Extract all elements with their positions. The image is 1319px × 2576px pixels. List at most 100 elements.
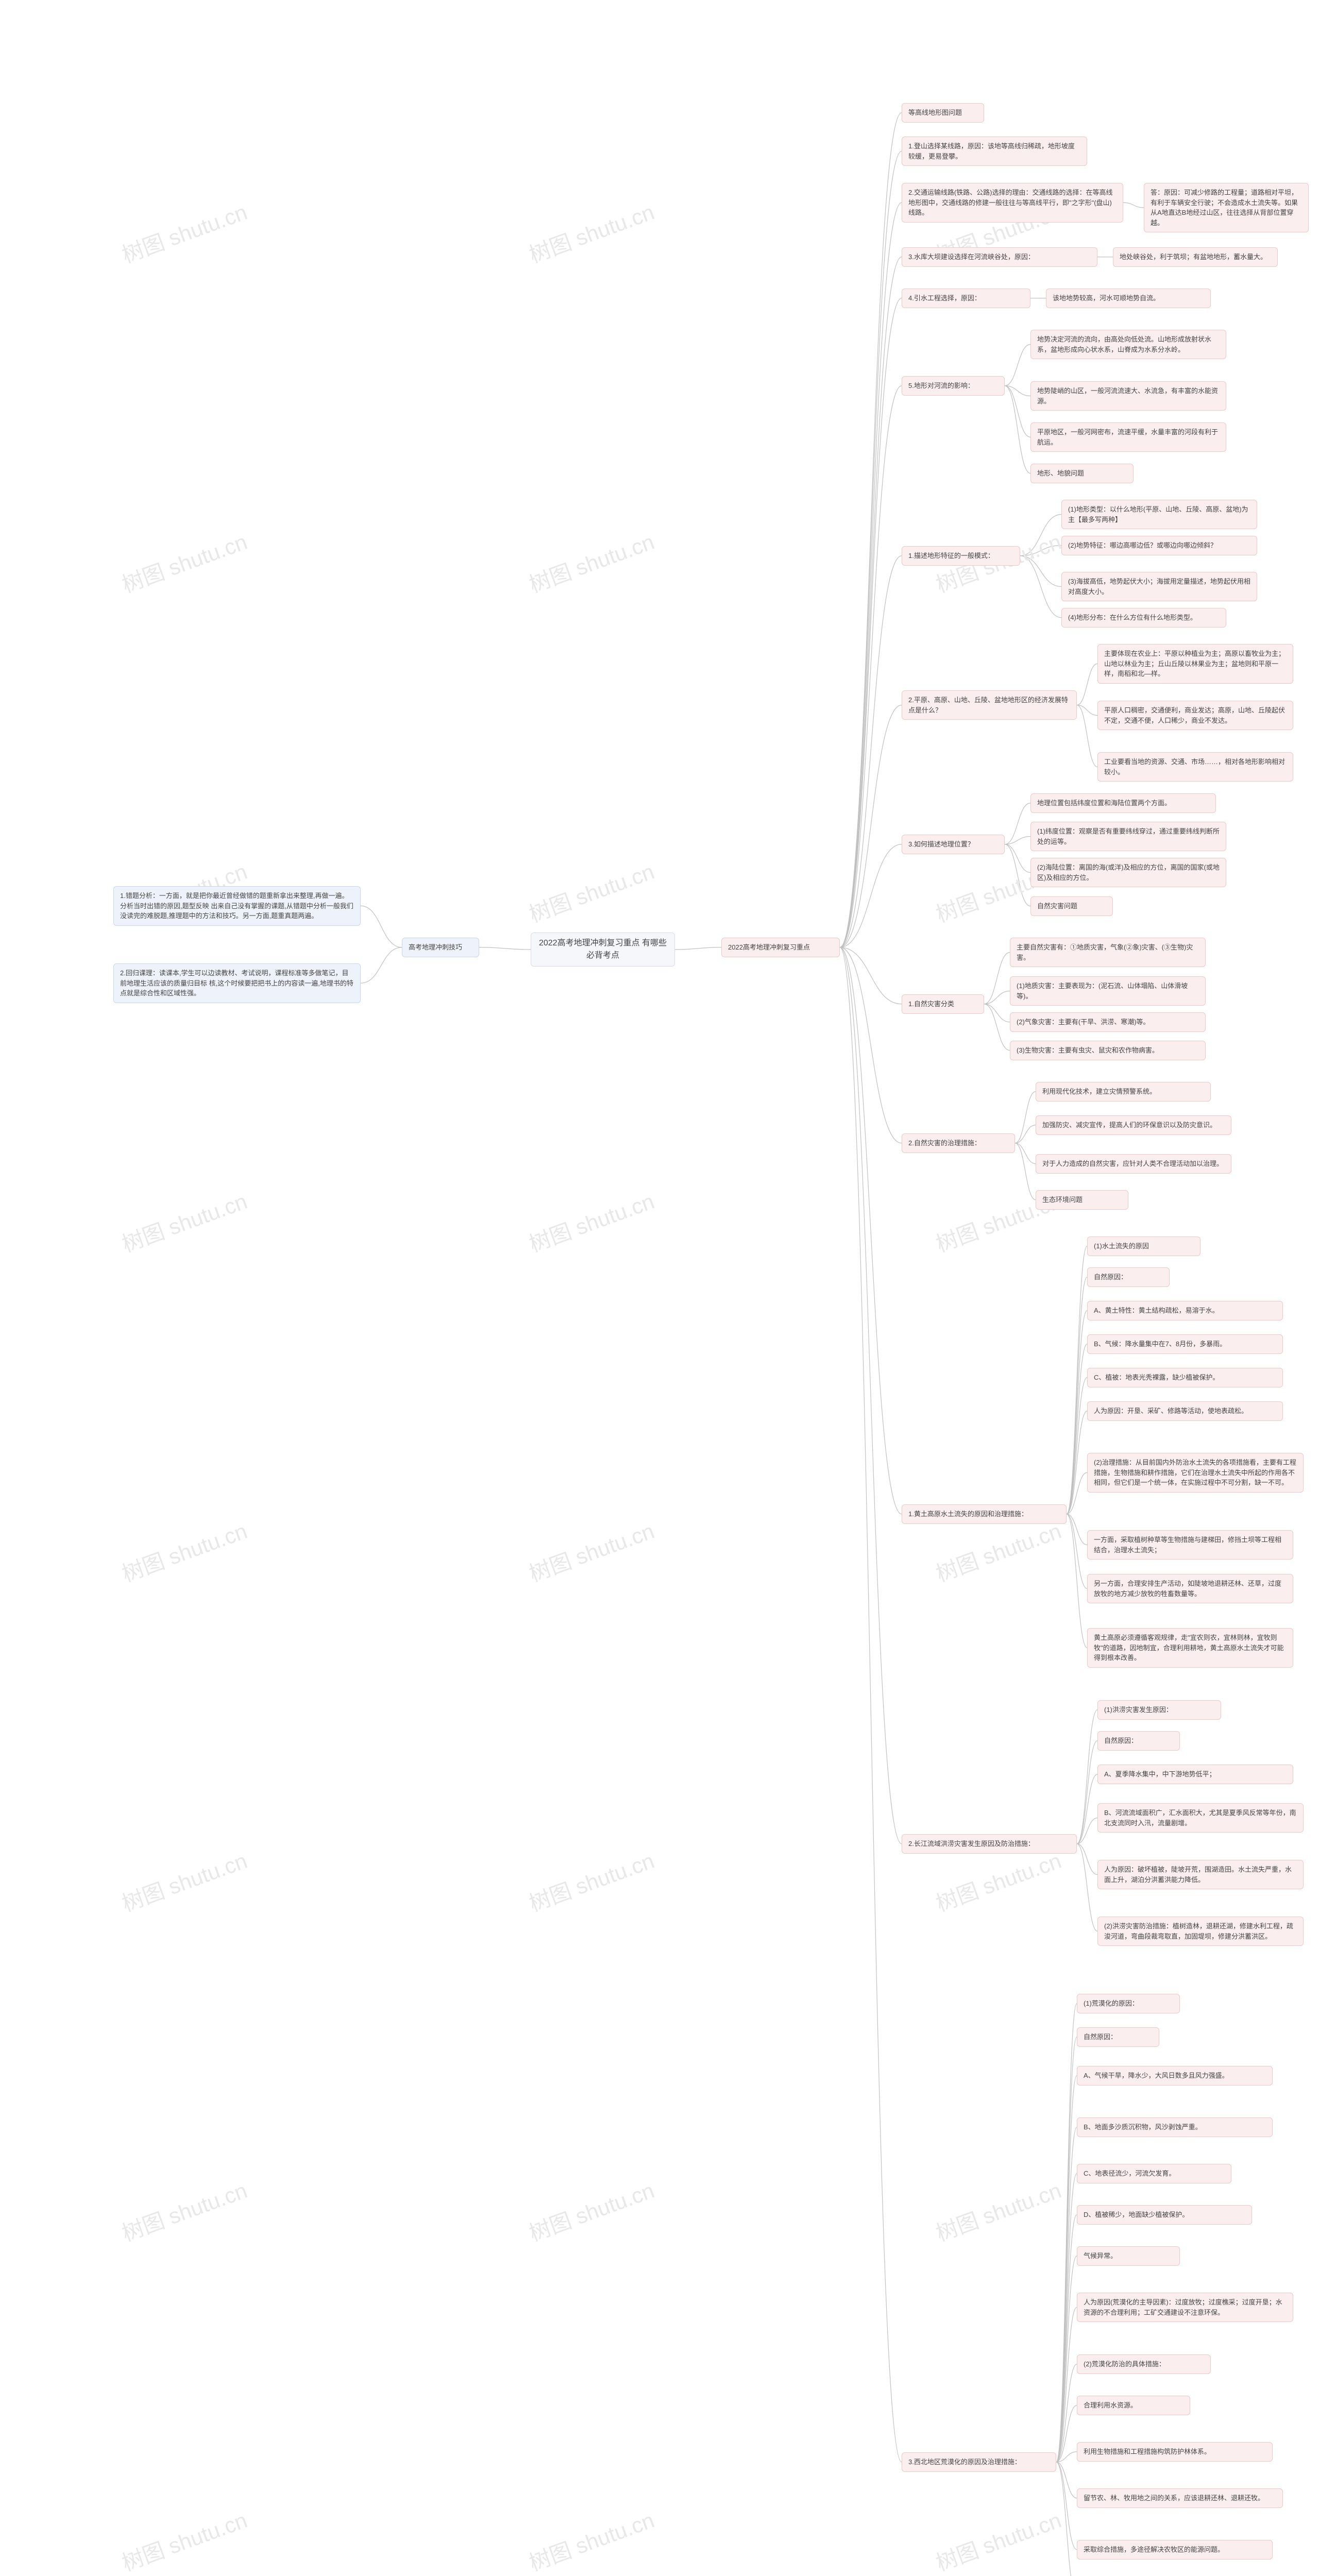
watermark: 树图 shutu.cn	[524, 1514, 658, 1588]
mindmap-node-D1b[interactable]: 自然原因：	[1087, 1267, 1170, 1287]
connector	[1056, 2462, 1077, 2550]
mindmap-node-A1[interactable]: 1.登山选择某线路，原因：该地等高线归稀疏，地形坡度较缓，更易登攀。	[902, 137, 1087, 166]
connector	[840, 151, 902, 947]
connector	[1077, 1710, 1097, 1844]
mindmap-node-D2f[interactable]: (2)洪涝灾害防治措施：植树造林，退耕还湖，修建水利工程，疏浚河道，弯曲段裁弯取…	[1097, 1917, 1304, 1946]
mindmap-node-L1b[interactable]: 2.回归课理：读课本,学生可以边读教材、考试说明，课程标准等多做笔记，目前地理生…	[113, 963, 361, 1003]
mindmap-node-D3h[interactable]: 人为原因(荒漠化的主导因素)：过度放牧；过度樵采；过度开垦；水资源的不合理利用；…	[1077, 2293, 1293, 2322]
mindmap-node-D3g[interactable]: 气候异常。	[1077, 2246, 1180, 2266]
mindmap-node-D1[interactable]: 1.黄土高原水土流失的原因和治理措施：	[902, 1504, 1067, 1524]
mindmap-node-B2a[interactable]: 主要体现在农业上：平原以种植业为主；高原以畜牧业为主；山地以林业为主；丘山丘陵以…	[1097, 644, 1293, 684]
mindmap-node-D1c[interactable]: A、黄土特性：黄土结构疏松，易溶于水。	[1087, 1301, 1283, 1320]
mindmap-node-D1i[interactable]: 另一方面，合理安排生产活动，如陡坡地退耕还林、还草，过度放牧的地方减少放牧的牲畜…	[1087, 1574, 1293, 1603]
mindmap-node-B1d[interactable]: (4)地形分布：在什么方位有什么地形类型。	[1061, 608, 1226, 628]
mindmap-node-D3k[interactable]: 利用生物措施和工程措施构筑防护林体系。	[1077, 2442, 1273, 2462]
mindmap-node-B3b[interactable]: (1)纬度位置：观察是否有重要纬线穿过，通过重要纬线判断所处的运等。	[1030, 822, 1226, 851]
connector	[1005, 386, 1030, 437]
mindmap-node-A5c[interactable]: 平原地区，一般河网密布，流速平缓，水量丰富的河段有利于航运。	[1030, 422, 1226, 452]
mindmap-node-D2d[interactable]: B、河流流域面积广，汇水面积大，尤其是夏季风反常等年份，南北支流同时入汛，流量剧…	[1097, 1803, 1304, 1833]
connector	[1067, 1277, 1087, 1514]
mindmap-node-A5d[interactable]: 地形、地貌问题	[1030, 464, 1134, 483]
mindmap-node-A3r[interactable]: 地处峡谷处，利于筑坝；有盆地地形，蓄水量大。	[1113, 247, 1278, 267]
mindmap-node-L1[interactable]: 高考地理冲刺技巧	[402, 938, 479, 957]
watermark: 树图 shutu.cn	[117, 195, 251, 269]
mindmap-node-C2c[interactable]: 对于人力造成的自然灾害，应针对人类不合理活动加以治理。	[1036, 1154, 1231, 1174]
connector	[1077, 705, 1097, 767]
connector	[840, 947, 902, 1004]
mindmap-node-C2b[interactable]: 加强防灾、减灾宣传，提高人们的环保意识以及防灾意识。	[1036, 1115, 1231, 1135]
mindmap-node-R1[interactable]: 2022高考地理冲刺复习重点	[721, 938, 840, 957]
mindmap-node-D3f[interactable]: D、植被稀少，地面缺少植被保护。	[1077, 2205, 1252, 2225]
connector	[984, 991, 1010, 1004]
mindmap-node-D1g[interactable]: (2)治理措施：从目前国内外防治水土流失的各项措施看，主要有工程措施，生物措施和…	[1087, 1453, 1304, 1493]
mindmap-node-B1c[interactable]: (3)海拔高低，地势起伏大小；海拔用定量描述，地势起伏用相对高度大小。	[1061, 572, 1257, 601]
connector	[840, 202, 902, 947]
mindmap-node-B1b[interactable]: (2)地势特征：哪边高哪边低？或哪边向哪边倾斜？	[1061, 536, 1257, 555]
connector	[1067, 1378, 1087, 1514]
mindmap-node-D3[interactable]: 3.西北地区荒漠化的原因及治理措施：	[902, 2452, 1056, 2472]
mindmap-node-A4[interactable]: 4.引水工程选择，原因：	[902, 289, 1030, 308]
mindmap-node-D2b[interactable]: 自然原因：	[1097, 1731, 1180, 1751]
mindmap-node-A0[interactable]: 等高线地形图问题	[902, 103, 984, 123]
mindmap-node-A2r[interactable]: 答：原因：可减少修路的工程量；道路相对平坦，有利于车辆安全行驶；不会造成水土流失…	[1144, 183, 1309, 232]
mindmap-node-D1f[interactable]: 人为原因：开垦、采矿、修路等活动，使地表疏松。	[1087, 1401, 1283, 1421]
connector	[1056, 2364, 1077, 2462]
mindmap-node-B3c[interactable]: (2)海陆位置：离国的海(或洋)及相应的方位，离国的国家(或地区)及相应的方位。	[1030, 858, 1226, 887]
mindmap-node-D3i[interactable]: (2)荒漠化防治的具体措施：	[1077, 2354, 1211, 2374]
mindmap-node-A2[interactable]: 2.交通运输线路(铁路、公路)选择的理由：交通线路的选择：在等高线地形图中，交通…	[902, 183, 1123, 223]
mindmap-node-B1[interactable]: 1.描述地形特征的一般模式：	[902, 546, 1020, 566]
mindmap-node-C1a[interactable]: 主要自然灾害有：①地质灾害，气象(②象)灾害、(③生物)灾害。	[1010, 938, 1206, 967]
mindmap-node-D1h[interactable]: 一方面，采取植树种草等生物措施与建梯田，修挡土坝等工程相结合，治理水土流失；	[1087, 1530, 1293, 1560]
mindmap-node-D3j[interactable]: 合理利用水资源。	[1077, 2396, 1190, 2415]
mindmap-node-C2[interactable]: 2.自然灾害的治理措施：	[902, 1133, 1015, 1153]
mindmap-node-A5a[interactable]: 地势决定河流的流向，由高处向低处流。山地形成放射状水系，盆地形成向心状水系，山脊…	[1030, 330, 1226, 359]
mindmap-node-C1d[interactable]: (3)生物灾害：主要有虫灾、鼠灾和农作物病害。	[1010, 1041, 1206, 1060]
mindmap-node-L1a[interactable]: 1.错题分析：一方面，就是把你最近曾经做错的题重新拿出来整理,再做一遍。分析当时…	[113, 886, 361, 926]
watermark: 树图 shutu.cn	[117, 2173, 251, 2247]
mindmap-node-A4r[interactable]: 该地地势较高，河水可顺地势自流。	[1046, 289, 1211, 308]
mindmap-node-A3[interactable]: 3.水库大坝建设选择在河流峡谷处，原因：	[902, 247, 1097, 267]
mindmap-node-D2[interactable]: 2.长江流域洪涝灾害发生原因及防治措施：	[902, 1834, 1077, 1854]
mindmap-node-D3e[interactable]: C、地表径流少，河流欠发育。	[1077, 2164, 1231, 2183]
watermark: 树图 shutu.cn	[931, 2503, 1065, 2576]
mindmap-node-D2a[interactable]: (1)洪涝灾害发生原因：	[1097, 1700, 1221, 1720]
mindmap-node-D3b[interactable]: 自然原因：	[1077, 2027, 1159, 2047]
mindmap-node-D1a[interactable]: (1)水土流失的原因	[1087, 1236, 1200, 1256]
mindmap-node-B3[interactable]: 3.如何描述地理位置？	[902, 835, 1005, 854]
mindmap-node-D3m[interactable]: 采取综合措施，多途径解决农牧区的能源问题。	[1077, 2540, 1273, 2560]
mindmap-node-D1e[interactable]: C、植被：地表光秃裸露，缺少植被保护。	[1087, 1368, 1283, 1387]
mindmap-node-C1c[interactable]: (2)气象灾害：主要有(干旱、洪涝、寒潮)等。	[1010, 1012, 1206, 1032]
mindmap-node-D2e[interactable]: 人为原因：破坏植被，陡坡开荒，围湖造田。水土流失严重，水面上升，湖泊分洪蓄洪能力…	[1097, 1860, 1304, 1889]
mindmap-node-D2c[interactable]: A、夏季降水集中，中下游地势低平；	[1097, 1765, 1293, 1784]
connector	[1077, 1741, 1097, 1844]
connector	[1005, 844, 1030, 906]
mindmap-node-D1j[interactable]: 黄土高原必须遵循客观规律，走"宜农则农，宜林则林，宜牧则牧"的道路，因地制宜，合…	[1087, 1628, 1293, 1668]
watermark: 树图 shutu.cn	[524, 1184, 658, 1258]
connector	[1077, 664, 1097, 705]
connector	[840, 947, 902, 1514]
mindmap-node-B2b[interactable]: 平原人口稠密，交通便利，商业发达；高原，山地、丘陵起伏不定，交通不便，人口稀少，…	[1097, 701, 1293, 730]
mindmap-node-C2a[interactable]: 利用现代化技术，建立灾情预警系统。	[1036, 1082, 1211, 1101]
mindmap-node-C1b[interactable]: (1)地质灾害：主要表现为：(泥石流、山体塌陷、山体滑坡等)。	[1010, 976, 1206, 1006]
mindmap-node-B3a[interactable]: 地理位置包括纬度位置和海陆位置两个方面。	[1030, 793, 1216, 813]
mindmap-node-B3d[interactable]: 自然灾害问题	[1030, 896, 1113, 916]
mindmap-node-D3d[interactable]: B、地面多沙质沉积物，风沙剥蚀严重。	[1077, 2117, 1273, 2137]
mindmap-node-B2[interactable]: 2.平原、高原、山地、丘陵、盆地地形区的经济发展特点是什么？	[902, 690, 1077, 720]
connector	[1015, 1092, 1036, 1143]
mindmap-node-D3a[interactable]: (1)荒漠化的原因：	[1077, 1994, 1180, 2013]
mindmap-node-root[interactable]: 2022高考地理冲刺复习重点 有哪些必背考点	[531, 933, 675, 967]
connector	[1020, 515, 1061, 556]
connector	[1056, 2174, 1077, 2462]
mindmap-node-D1d[interactable]: B、气候：降水量集中在7、8月份，多暴雨。	[1087, 1334, 1283, 1354]
mindmap-node-D3l[interactable]: 留节农、林、牧用地之间的关系，应该退耕还林、退耕还牧。	[1077, 2488, 1283, 2508]
connector	[1005, 386, 1030, 396]
mindmap-node-C1[interactable]: 1.自然灾害分类	[902, 994, 984, 1014]
mindmap-node-A5[interactable]: 5.地形对河流的影响：	[902, 376, 1005, 396]
connector	[840, 947, 902, 1143]
mindmap-node-A5b[interactable]: 地势陡峭的山区，一般河流流速大、水流急，有丰富的水能资源。	[1030, 381, 1226, 411]
mindmap-node-C2d[interactable]: 生态环境问题	[1036, 1190, 1128, 1210]
watermark: 树图 shutu.cn	[524, 524, 658, 599]
mindmap-node-B2c[interactable]: 工业要看当地的资源、交通、市场……，相对各地形影响相对较小。	[1097, 752, 1293, 782]
mindmap-node-D3c[interactable]: A、气候干旱，降水少，大风日数多且风力强盛。	[1077, 2066, 1273, 2086]
mindmap-node-B1a[interactable]: (1)地形类型：以什么地形(平原、山地、丘陵、高原、盆地)为主【最多写两种】	[1061, 500, 1257, 529]
